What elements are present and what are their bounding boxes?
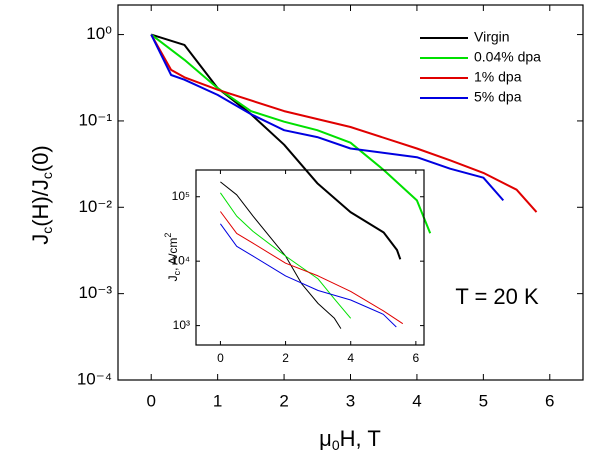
x-tick-label: 2: [282, 351, 289, 365]
label-part: H, T: [340, 426, 381, 451]
label-part: (H)/J: [28, 179, 53, 227]
x-tick-label: 5: [479, 391, 488, 410]
y-tick-label: 10⁻⁴: [77, 369, 112, 388]
x-axis-label: μ0H, T: [319, 426, 381, 453]
series-line: [150, 34, 505, 202]
legend-label: Virgin: [474, 29, 510, 45]
label-sub: c: [39, 172, 55, 179]
x-tick-label: 0: [217, 351, 224, 365]
x-tick-label: 3: [346, 391, 355, 410]
y-tick-label: 10⁴: [171, 253, 190, 267]
label-part: J: [28, 234, 53, 245]
y-tick-label: 10⁻³: [78, 283, 112, 302]
y-tick-label: 10³: [173, 318, 190, 332]
x-tick-label: 4: [347, 351, 354, 365]
y-tick-label: 10⁻²: [78, 197, 112, 216]
x-tick-label: 2: [279, 391, 288, 410]
label-sup: 2: [163, 233, 173, 238]
inset-y-axis-label: Jc, A/cm2: [163, 233, 182, 282]
label-sub: 0: [332, 437, 340, 453]
x-tick-label: 6: [545, 391, 554, 410]
series-line: [219, 192, 352, 319]
x-tick-label: 1: [213, 391, 222, 410]
series-line: [150, 34, 538, 213]
label-part: μ: [319, 426, 332, 451]
x-tick-label: 0: [146, 391, 155, 410]
y-tick-label: 10⁰: [86, 24, 112, 43]
y-axis-label: Jc(H)/Jc(0): [28, 145, 55, 245]
series-line: [219, 223, 397, 328]
legend-label: 5% dpa: [474, 89, 522, 105]
series-line: [219, 211, 404, 325]
label-part: J: [166, 275, 180, 281]
legend-label: 0.04% dpa: [474, 49, 541, 65]
annotation: T = 20 K: [455, 284, 539, 309]
y-tick-label: 10⁻¹: [78, 110, 112, 129]
x-tick-label: 6: [413, 351, 420, 365]
series-line: [220, 181, 342, 329]
label-sub: c: [172, 270, 182, 275]
label-sub: c: [39, 227, 55, 234]
x-tick-label: 4: [412, 391, 421, 410]
label-part: , A/cm: [166, 238, 180, 271]
label-part: (0): [28, 145, 53, 172]
series-line: [150, 33, 402, 260]
legend-label: 1% dpa: [474, 69, 522, 85]
y-tick-label: 10⁵: [172, 189, 190, 203]
plot-frame: [195, 169, 425, 346]
series-line: [150, 33, 432, 234]
